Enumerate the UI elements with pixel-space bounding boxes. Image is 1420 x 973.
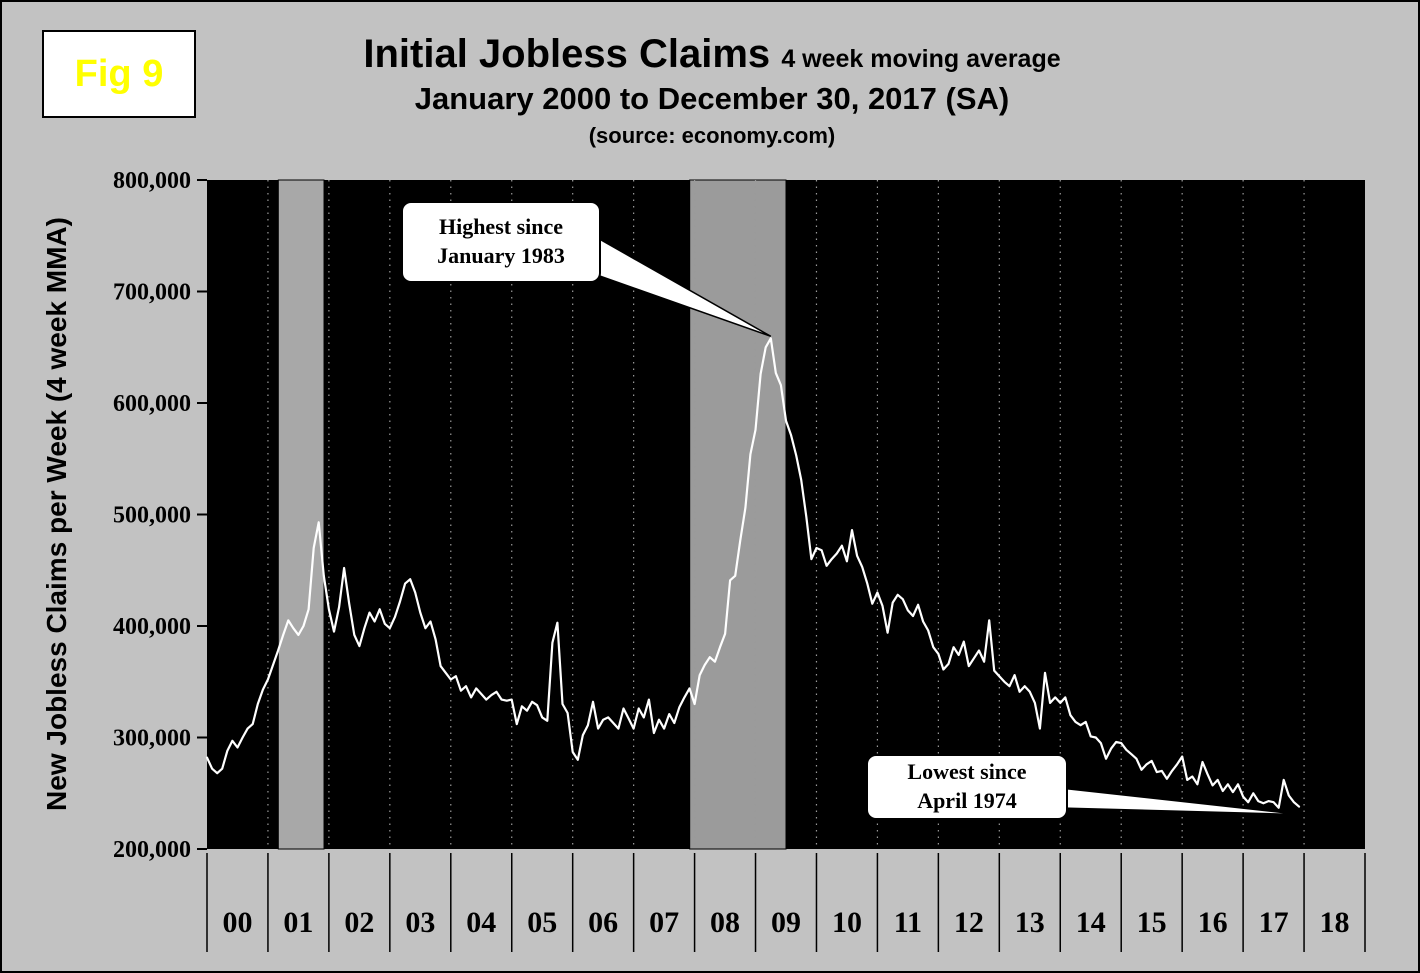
x-tick-label: 17: [1259, 906, 1289, 939]
x-tick-label: 14: [1076, 906, 1106, 939]
x-tick-label: 10: [832, 906, 862, 939]
x-tick-label: 01: [283, 906, 313, 939]
y-tick-label: 300,000: [113, 726, 191, 752]
x-tick-label: 13: [1015, 906, 1045, 939]
claims-line: [205, 337, 1301, 809]
x-tick-label: 03: [405, 906, 435, 939]
chart-source: (source: economy.com): [588, 123, 836, 148]
y-tick-label: 200,000: [113, 837, 191, 863]
x-tick-label: 05: [527, 906, 557, 939]
x-tick-label: 16: [1198, 906, 1228, 939]
y-axis-title: New Jobless Claims per Week (4 week MMA): [41, 217, 72, 811]
y-tick-label: 400,000: [113, 614, 191, 640]
x-tick-label: 12: [954, 906, 984, 939]
x-tick-label: 18: [1320, 906, 1350, 939]
y-tick-label: 500,000: [113, 503, 191, 529]
chart-subtitle: January 2000 to December 30, 2017 (SA): [414, 81, 1010, 116]
recession-band: [689, 179, 787, 850]
x-tick-label: 11: [894, 906, 922, 939]
figure-label: Fig 9: [42, 30, 196, 118]
x-tick-label: 07: [649, 906, 679, 939]
chart-title-suffix: 4 week moving average: [781, 45, 1061, 73]
annotation-lowest: Lowest since April 1974: [866, 754, 1068, 820]
x-tick-label: 08: [710, 906, 740, 939]
chart-title: Initial Jobless Claims: [363, 32, 771, 76]
chart-title-block: Initial Jobless Claims 4 week moving ave…: [152, 32, 1272, 149]
figure-label-text: Fig 9: [74, 52, 164, 95]
x-tick-label: 04: [466, 906, 496, 939]
x-tick-label: 02: [344, 906, 374, 939]
annotation-lowest-line1: Lowest since: [907, 759, 1027, 785]
x-tick-label: 00: [222, 906, 252, 939]
annotation-highest-line2: January 1983: [437, 243, 565, 268]
y-tick-label: 800,000: [113, 168, 191, 194]
x-tick-label: 15: [1137, 906, 1167, 939]
chart-title-line: Initial Jobless Claims 4 week moving ave…: [152, 32, 1272, 76]
annotation-highest-line1: Highest since: [438, 214, 564, 240]
recession-band: [277, 179, 325, 850]
x-tick-label: 09: [771, 906, 801, 939]
annotation-lowest-line2: April 1974: [917, 788, 1017, 813]
x-tick-label: 06: [588, 906, 618, 939]
y-tick-label: 600,000: [113, 391, 191, 417]
y-tick-label: 700,000: [113, 280, 191, 306]
annotation-highest: Highest since January 1983: [401, 201, 601, 283]
